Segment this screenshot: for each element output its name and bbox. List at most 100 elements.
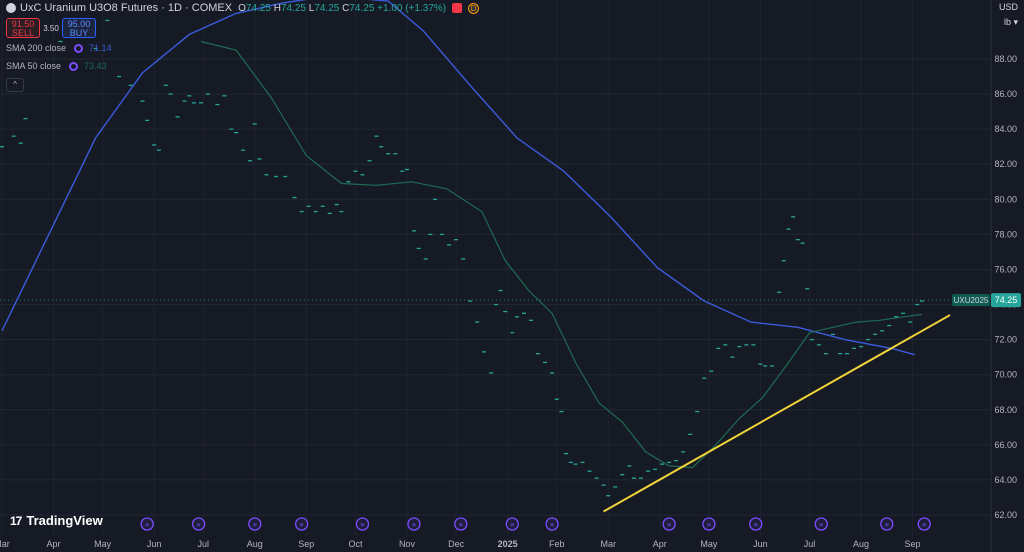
x-tick-label: Jul [198,539,210,549]
event-marker-arrow-icon: » [667,520,672,529]
buy-label: BUY [69,28,89,38]
unit-selector[interactable]: lb ▾ [1003,17,1018,27]
symbol-title[interactable]: UxC Uranium U3O8 Futures · 1D · COMEX [20,2,233,14]
sma200-line [1,0,916,356]
x-tick-label: Dec [448,539,465,549]
symbol-logo-icon [6,3,16,13]
event-marker-arrow-icon: » [550,520,555,529]
tradingview-logo[interactable]: 17 TradingView [10,513,103,528]
low-label: L [308,2,315,14]
event-marker-arrow-icon: » [510,520,515,529]
event-marker-icon[interactable] [140,517,154,531]
currency-selector[interactable]: USD [998,2,1018,12]
event-marker-icon[interactable] [407,517,421,531]
open-value: 74.25 [245,2,271,14]
open-label: O [238,2,246,14]
scale-settings: USD lb ▾ [999,2,1018,28]
unit-label: lb [1003,17,1011,27]
event-marker-arrow-icon: » [753,520,758,529]
y-tick-label: 62.00 [994,510,1017,520]
event-marker-icon[interactable] [454,517,468,531]
sell-button[interactable]: 91.50 SELL [6,18,40,38]
x-tick-label: Apr [46,539,60,549]
event-marker-arrow-icon: » [196,520,201,529]
data-delay-icon[interactable]: D [468,2,480,14]
market-status-icon[interactable] [452,3,463,13]
high-label: H [273,2,281,14]
indicator-sma50[interactable]: SMA 50 close 73.43 [6,58,479,74]
y-tick-label: 84.00 [994,124,1017,134]
ohlc-readout: O74.25 H74.25 L74.25 C74.25 +1.00 (+1.37… [238,3,446,14]
y-tick-label: 72.00 [994,335,1017,345]
event-marker-icon[interactable] [355,517,370,531]
event-marker-arrow-icon: » [819,520,824,529]
y-tick-label: 68.00 [994,405,1017,415]
spread-value: 3.50 [43,23,59,33]
event-marker-arrow-icon: » [412,520,417,529]
y-tick-label: 86.00 [994,89,1017,99]
event-marker-icon[interactable] [545,517,559,531]
close-value: 74.25 [349,2,375,14]
x-tick-label: Mar [601,539,617,549]
x-tick-label: Nov [399,539,416,549]
event-marker-icon[interactable] [248,517,262,531]
change-value: +1.00 (+1.37%) [377,2,447,14]
sell-label: SELL [11,28,35,38]
x-tick-label: Jun [753,539,768,549]
indicator-name: SMA 200 close [6,43,67,53]
x-tick-label: Mar [0,539,10,549]
high-value: 74.25 [280,2,306,14]
x-tick-label: Jul [804,539,816,549]
tradingview-wordmark: TradingView [26,513,103,528]
event-marker-arrow-icon: » [884,520,889,529]
event-marker-icon[interactable] [702,517,716,531]
x-tick-label: Jun [147,539,162,549]
indicator-sma200[interactable]: SMA 200 close 71.14 [6,40,479,56]
buy-button[interactable]: 95.00 BUY [62,18,96,38]
indicator-value: 71.14 [89,43,112,53]
x-tick-label: Aug [247,539,263,549]
price-tag-bg [991,293,1021,308]
indicator-settings-icon[interactable] [74,43,84,53]
event-marker-icon[interactable] [505,517,519,531]
event-marker-arrow-icon: » [360,520,365,529]
buy-price: 95.00 [67,19,91,29]
price-tag-label: 74.25 [995,295,1018,305]
x-tick-label: Oct [348,539,363,549]
trade-row: 91.50 SELL 3.50 95.00 BUY [6,18,479,38]
y-tick-label: 76.00 [994,264,1017,274]
x-tick-label: Feb [549,539,565,549]
event-marker-icon[interactable] [880,517,894,531]
y-tick-label: 64.00 [994,475,1017,485]
tradingview-mark-icon: 17 [10,513,22,528]
event-marker-icon[interactable] [814,517,828,531]
event-marker-icon[interactable] [191,517,206,531]
event-marker-arrow-icon: » [145,520,150,529]
trend-line [603,314,951,513]
event-marker-icon[interactable] [294,517,309,531]
close-label: C [342,2,350,14]
y-tick-label: 70.00 [994,370,1017,380]
event-marker-arrow-icon: » [252,520,257,529]
x-tick-label: Sep [298,539,314,549]
event-marker-icon[interactable] [749,517,763,531]
y-tick-label: 82.00 [994,159,1017,169]
chart-legend: UxC Uranium U3O8 Futures · 1D · COMEX O7… [6,0,480,92]
indicator-name: SMA 50 close [6,61,62,71]
x-tick-label: Sep [905,539,921,549]
low-value: 74.25 [314,2,340,14]
y-tick-label: 66.00 [994,440,1017,450]
x-tick-label: Apr [653,539,667,549]
event-marker-arrow-icon: » [706,520,711,529]
x-tick-label: Aug [853,539,869,549]
indicator-value: 73.43 [84,61,107,71]
sell-price: 91.50 [11,19,35,29]
y-tick-label: 80.00 [994,194,1017,204]
y-tick-label: 78.00 [994,229,1017,239]
collapse-legend-button[interactable]: ^ [6,78,24,92]
indicator-settings-icon[interactable] [69,61,79,71]
event-marker-icon[interactable] [662,517,676,531]
x-tick-label: May [700,539,718,549]
event-marker-icon[interactable] [917,517,931,531]
